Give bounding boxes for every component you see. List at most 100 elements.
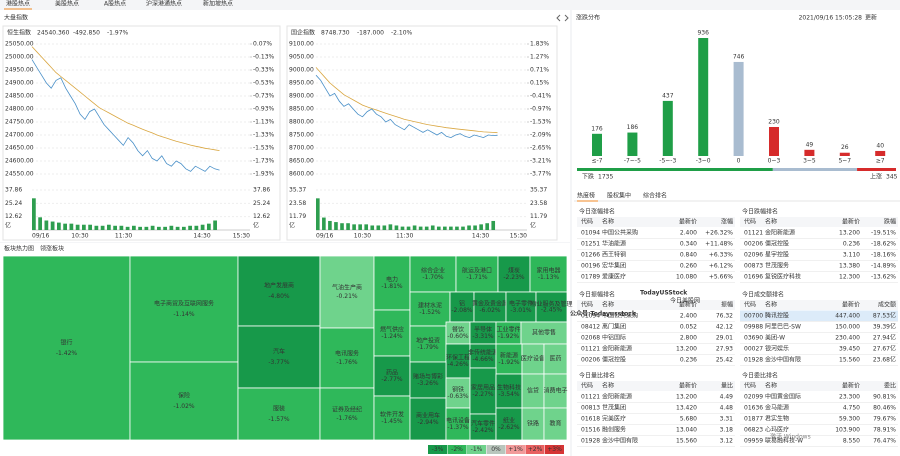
sector-cell[interactable] [237,255,321,327]
cell-name[interactable]: 西王特钢 [602,251,626,259]
top-tab[interactable]: A股热点 [104,0,126,8]
cell-name[interactable]: 阿里巴巴-SW [765,323,801,331]
cell-code[interactable]: 01789 [581,274,600,281]
cell-name[interactable]: 宏华集团 [602,262,626,270]
sector-cell[interactable] [455,255,499,293]
cell-code[interactable]: 01121 [581,394,600,401]
cell-code[interactable]: 08412 [581,324,600,331]
cell-name[interactable]: 金沙中国有限 [765,356,801,364]
sector-cell[interactable] [409,397,447,441]
cell-code[interactable]: 00206 [581,357,600,364]
sector-cell[interactable] [445,407,471,441]
cell-name[interactable]: 金沙中国有限 [602,437,638,445]
cell-code[interactable]: 02068 [581,335,600,342]
sector-cell[interactable] [373,355,411,397]
cell-name[interactable]: 融创服务 [602,426,626,434]
top-tab[interactable]: 沪深港通热点 [146,0,182,8]
sector-cell[interactable] [2,255,131,441]
prev-arrow[interactable] [556,14,561,22]
cell-name[interactable]: 中铝国际 [602,334,626,342]
cell-code[interactable]: 00206 [744,241,763,248]
cell-code[interactable]: 00700 [744,313,763,320]
sector-name: 气油生产商 [332,284,362,292]
cell-name[interactable]: 僵冠控股 [765,240,789,248]
cell-name[interactable]: 心玛医疗 [765,426,789,434]
cell-code[interactable]: 02096 [744,252,763,259]
sector-cell[interactable] [129,361,239,441]
sector-cell[interactable] [473,291,507,323]
heatmap-title[interactable]: 板块热力图 [4,245,34,253]
cell-code[interactable]: 01094 [581,230,600,237]
cell-code[interactable]: 01618 [581,416,600,423]
top-tab[interactable]: 美股热点 [55,0,79,8]
cell-name[interactable]: 联易融科技-W [765,437,803,445]
volume-bar [382,225,387,230]
cell-code[interactable]: 01266 [581,252,600,259]
rank-tab[interactable]: 综合排名 [643,192,667,200]
cell-code[interactable]: 00813 [581,405,600,412]
cell-name[interactable]: 世茂服务 [765,262,789,270]
cell-code[interactable]: 01121 [581,346,600,353]
cell-code[interactable]: 01251 [581,241,600,248]
cell-code[interactable]: 01928 [581,438,600,445]
cell-code[interactable]: 01516 [581,427,600,434]
sector-cell[interactable] [449,291,475,323]
cell-name[interactable]: 星宇控股 [765,251,789,259]
cell-code[interactable]: 01121 [744,230,763,237]
sector-cell[interactable] [319,255,375,329]
sector-cell[interactable] [409,325,447,363]
cell-name[interactable]: 爱康医疗 [602,273,626,281]
cell-name[interactable]: 君实生物 [765,415,789,423]
cell-name[interactable]: 金阳新能源 [602,393,632,401]
cell-code[interactable]: 01636 [744,405,763,412]
cell-code[interactable]: 00873 [744,263,763,270]
sector-cell[interactable] [237,325,321,389]
sector-cell[interactable] [529,255,568,293]
next-arrow[interactable] [564,14,569,22]
cell-name[interactable]: 中国黄金国际 [765,393,801,401]
sector-cell[interactable] [469,367,497,415]
sector-cell[interactable] [237,387,321,441]
cell-code[interactable]: 00196 [581,263,600,270]
top-tab[interactable]: 新加坡热点 [203,0,233,8]
sector-change: -2.08% [451,307,473,314]
cell-code[interactable]: 06823 [744,427,763,434]
sector-cell[interactable] [319,327,375,389]
cell-name[interactable]: 离门集团 [602,323,626,331]
cell-name[interactable]: 金阳新能源 [765,229,795,237]
cell-code[interactable]: 03690 [744,335,763,342]
heatmap-subtitle[interactable]: 领涨板块 [40,245,64,253]
rank-tab[interactable]: 热度榜 [577,192,595,200]
cell-code[interactable]: 01928 [744,357,763,364]
cell-code[interactable]: 02099 [744,394,763,401]
top-tab[interactable]: 港股热点 [6,0,30,8]
cell-name[interactable]: 银河娱乐 [765,345,789,353]
cell-code[interactable]: 00027 [744,346,763,353]
cell-code[interactable]: 01877 [744,416,763,423]
sector-cell[interactable] [505,291,537,323]
cell-price: 103.900 [835,427,860,434]
cell-name[interactable]: 复锐医疗科技 [765,273,801,281]
cell-name[interactable]: 世茂集团 [602,404,626,412]
cell-code[interactable]: 01094 [581,313,600,320]
sector-cell[interactable] [535,291,568,323]
sector-cell[interactable] [129,255,239,363]
cell-code[interactable]: 09959 [744,438,763,445]
cell-name[interactable]: 金马能源 [765,404,789,412]
cell-name[interactable]: 美团-W [765,334,785,342]
cell-code[interactable]: 01696 [744,274,763,281]
cell-name[interactable]: 完美医疗 [602,415,626,423]
rank-tab[interactable]: 股权集中 [607,192,631,200]
cell-name[interactable]: 华油能源 [602,240,626,248]
cell-code[interactable]: 09988 [744,324,763,331]
sector-cell[interactable] [373,395,411,441]
sector-cell[interactable] [495,373,523,409]
bar-category: 0~3 [768,158,781,165]
cell-name[interactable]: 腾讯控股 [765,312,789,320]
cell-name[interactable]: 金阳新能源 [602,345,632,353]
cell-name[interactable]: 中国公共采购 [602,229,638,237]
cell-name[interactable]: 僵冠控股 [602,356,626,364]
sector-cell[interactable] [319,387,375,441]
sector-cell[interactable] [543,407,568,441]
cell-name[interactable]: 中国公共采购 [602,312,638,320]
